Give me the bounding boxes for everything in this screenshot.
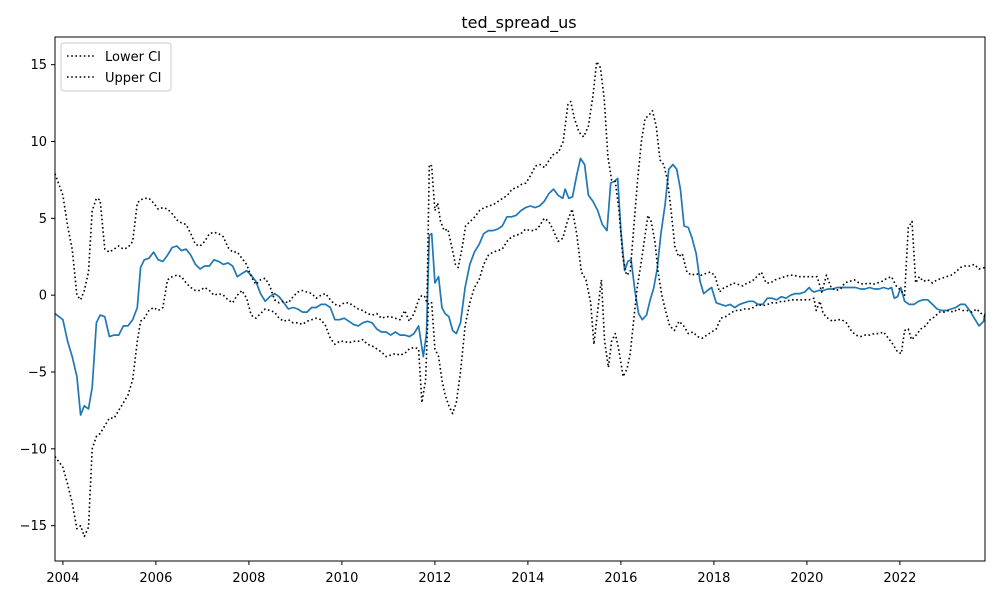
chart-title: ted_spread_us — [461, 13, 576, 33]
series-line-estimate — [54, 157, 986, 416]
x-tick-label: 2008 — [232, 571, 265, 586]
y-tick-label: −10 — [20, 442, 47, 457]
y-tick-label: 0 — [39, 289, 47, 304]
y-tick-label: 15 — [30, 58, 47, 73]
x-tick-label: 2022 — [883, 571, 916, 586]
series-line-upper-ci — [54, 60, 986, 323]
x-tick-label: 2004 — [46, 571, 79, 586]
x-tick-label: 2006 — [139, 571, 172, 586]
x-tick-label: 2018 — [697, 571, 730, 586]
y-tick-label: −15 — [20, 519, 47, 534]
x-tick-label: 2020 — [790, 571, 823, 586]
x-tick-label: 2012 — [418, 571, 451, 586]
x-tick-label: 2014 — [511, 571, 544, 586]
x-tick-label: 2010 — [325, 571, 358, 586]
y-axis: −15 −10 −5 0 5 10 15 — [20, 58, 55, 534]
y-tick-label: −5 — [28, 365, 47, 380]
y-tick-label: 5 — [39, 212, 47, 227]
plot-area — [54, 60, 986, 538]
x-axis: 2004 2006 2008 2010 2012 2014 2016 2018 2020 2022 — [46, 561, 916, 586]
legend-label-upper-ci: Upper CI — [105, 71, 161, 86]
legend-box — [60, 42, 172, 92]
legend: Lower CI Upper CI — [60, 42, 172, 92]
legend-label-lower-ci: Lower CI — [105, 50, 161, 65]
series-line-lower-ci — [54, 208, 986, 538]
y-tick-label: 10 — [30, 135, 47, 150]
x-tick-label: 2016 — [604, 571, 637, 586]
axes-frame — [54, 36, 986, 562]
